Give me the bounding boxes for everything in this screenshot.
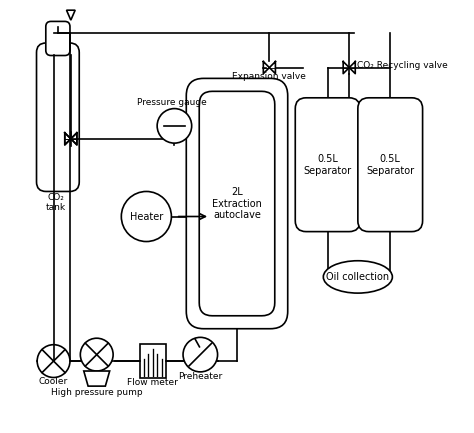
Circle shape [37, 345, 70, 378]
Text: Cooler: Cooler [39, 377, 68, 386]
Text: Preheater: Preheater [178, 372, 222, 381]
Circle shape [80, 338, 113, 371]
FancyBboxPatch shape [36, 43, 79, 191]
Text: 0.5L
Separator: 0.5L Separator [303, 154, 352, 175]
Text: CO₂ Recycling valve: CO₂ Recycling valve [357, 61, 448, 70]
Text: Flow meter: Flow meter [128, 378, 178, 387]
FancyBboxPatch shape [186, 78, 288, 329]
Text: Pressure gauge: Pressure gauge [137, 98, 207, 107]
Text: Expansion valve: Expansion valve [232, 71, 306, 81]
Text: CO₂
tank: CO₂ tank [46, 193, 66, 212]
FancyBboxPatch shape [358, 98, 423, 232]
Circle shape [157, 109, 191, 143]
Text: Oil collection: Oil collection [326, 272, 390, 282]
Text: High pressure pump: High pressure pump [51, 388, 143, 397]
Polygon shape [66, 10, 75, 20]
Text: 0.5L
Separator: 0.5L Separator [366, 154, 414, 175]
Text: Heater: Heater [130, 211, 163, 222]
Text: 2L
Extraction
autoclave: 2L Extraction autoclave [212, 187, 262, 220]
Polygon shape [84, 371, 109, 386]
FancyBboxPatch shape [140, 344, 166, 378]
FancyBboxPatch shape [295, 98, 360, 232]
Circle shape [183, 337, 218, 372]
Circle shape [121, 191, 172, 242]
Ellipse shape [323, 261, 392, 293]
FancyBboxPatch shape [199, 91, 275, 316]
FancyBboxPatch shape [46, 21, 70, 55]
